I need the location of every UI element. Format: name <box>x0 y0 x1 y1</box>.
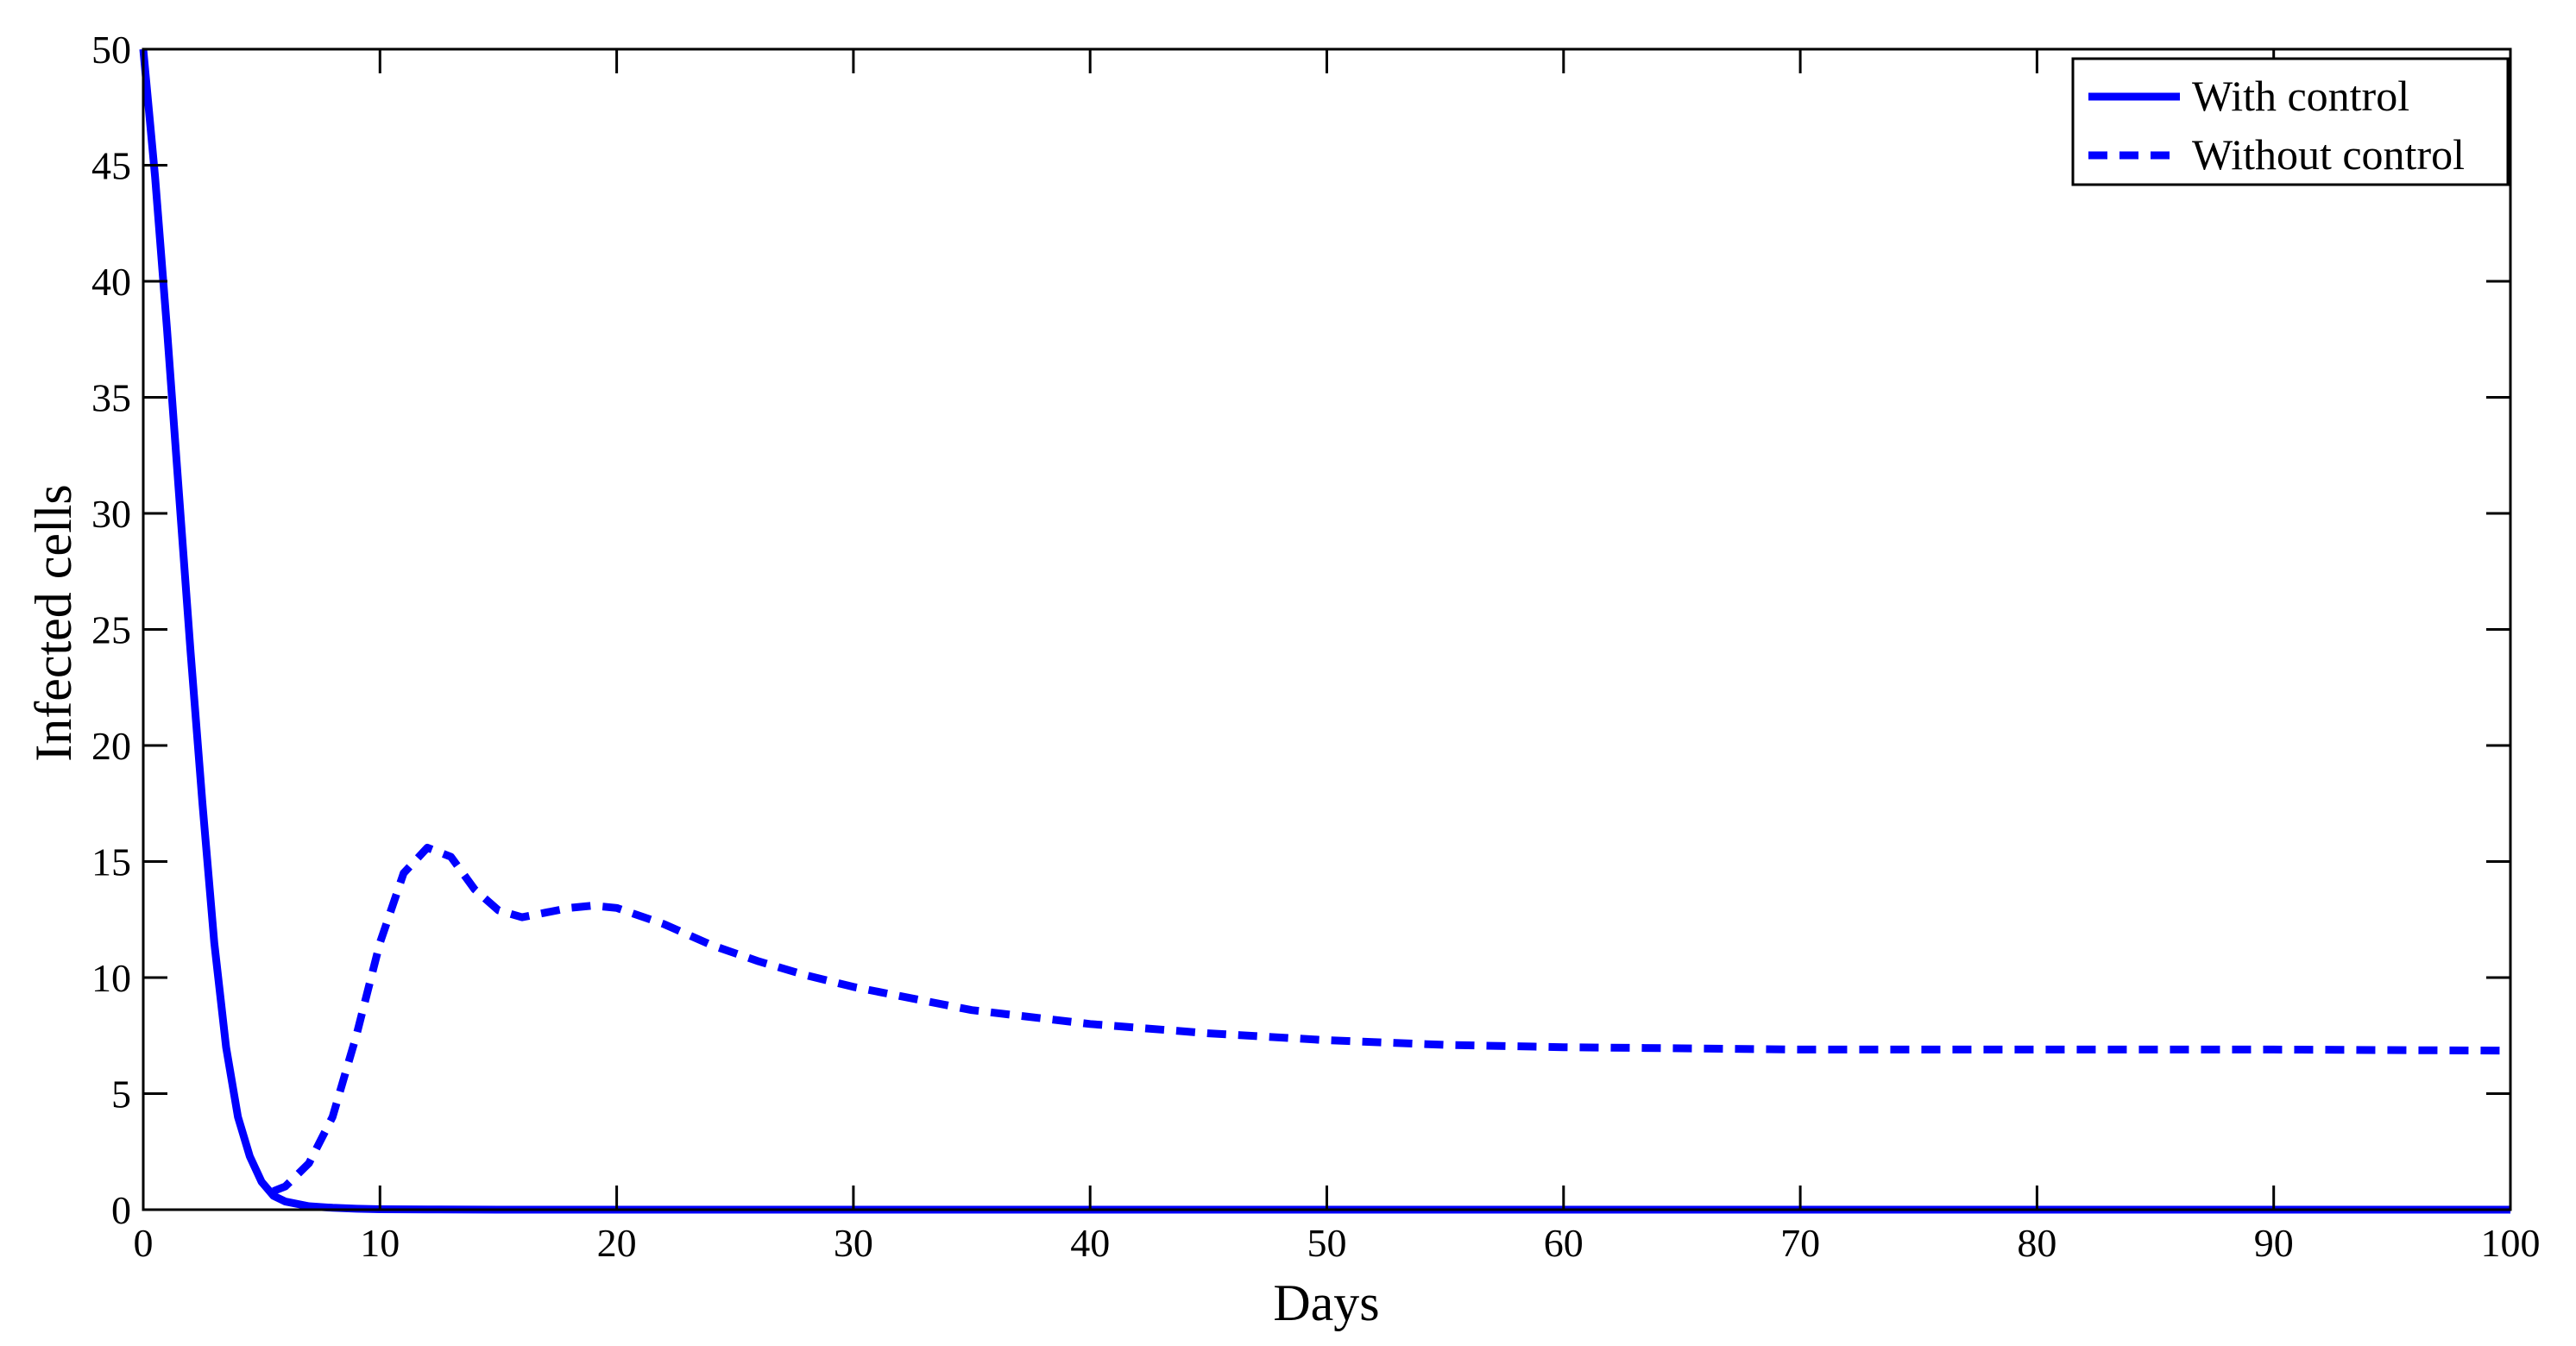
tick-layer: 0 10 20 30 40 50 60 70 80 90 100 0 5 10 15 20 25 30 35 40 45… <box>91 28 2541 1265</box>
y-tick-label: 30 <box>91 492 131 536</box>
y-axis-label: Infected cells <box>25 484 82 761</box>
x-tick-label: 80 <box>2017 1221 2056 1265</box>
y-tick-label: 25 <box>91 608 131 652</box>
series-line-without-control <box>272 843 2511 1195</box>
legend: With control Without control <box>2071 57 2510 186</box>
y-tick-label: 50 <box>91 28 131 72</box>
legend-label-with-control: With control <box>2192 72 2409 120</box>
x-tick-label: 20 <box>597 1221 637 1265</box>
legend-box <box>2071 57 2510 186</box>
y-tick-label: 5 <box>111 1072 131 1116</box>
y-tick-label: 45 <box>91 144 131 188</box>
x-tick-label: 10 <box>360 1221 400 1265</box>
x-axis-label: Days <box>1273 1274 1379 1331</box>
y-tick-label: 40 <box>91 260 131 304</box>
y-tick-label: 10 <box>91 956 131 1000</box>
x-tick-label: 100 <box>2481 1221 2541 1265</box>
legend-label-without-control: Without control <box>2192 130 2465 179</box>
x-tick-label: 50 <box>1307 1221 1347 1265</box>
y-tick-label: 20 <box>91 724 131 768</box>
y-tick-label: 0 <box>111 1188 131 1232</box>
x-tick-label: 30 <box>834 1221 873 1265</box>
x-tick-label: 40 <box>1070 1221 1110 1265</box>
x-tick-label: 0 <box>134 1221 154 1265</box>
y-tick-label: 15 <box>91 840 131 884</box>
y-tick-label: 35 <box>91 376 131 420</box>
x-tick-label: 70 <box>1780 1221 1820 1265</box>
x-tick-label: 60 <box>1544 1221 1584 1265</box>
x-tick-label: 90 <box>2254 1221 2294 1265</box>
